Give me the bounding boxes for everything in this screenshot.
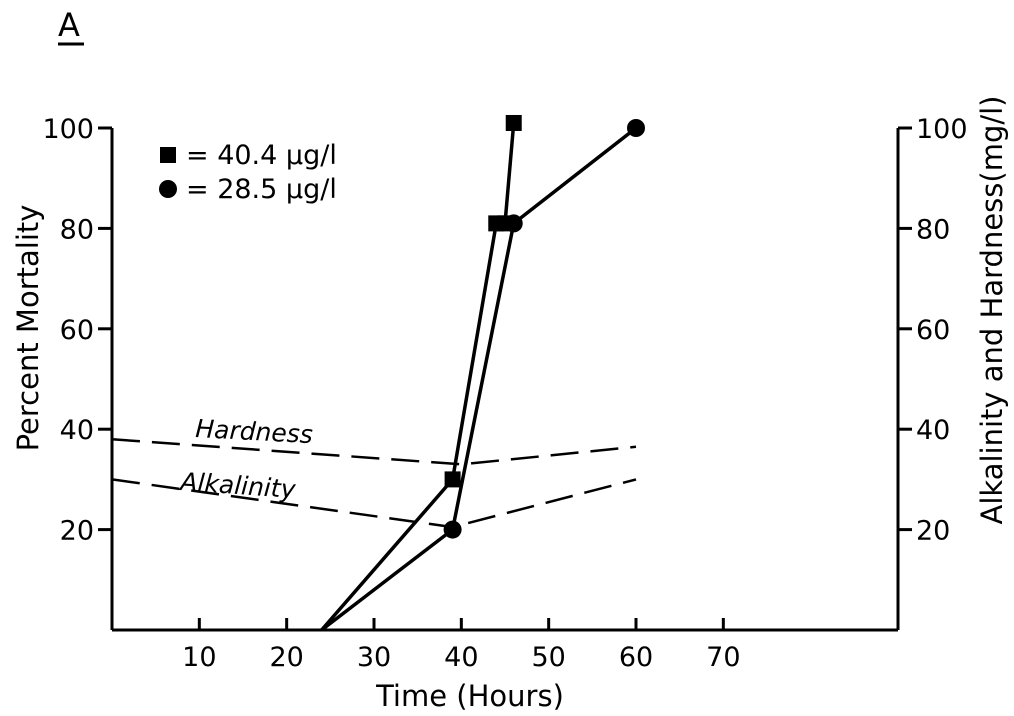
- x-tick-label: 70: [706, 642, 740, 673]
- y2-tick-label: 80: [916, 214, 950, 245]
- circle-marker: [504, 214, 523, 233]
- y2-tick-label: 100: [916, 114, 968, 145]
- y-axis-title: Percent Mortality: [11, 205, 45, 452]
- y2-axis-title: Alkalinity and Hardness(mg/l): [975, 96, 1009, 525]
- x-axis-title: Time (Hours): [375, 679, 564, 713]
- circle-marker: [443, 520, 462, 539]
- y2-tick-label: 20: [916, 516, 950, 547]
- circle-marker: [627, 119, 645, 137]
- x-tick-label: 60: [619, 642, 653, 673]
- y-tick-label: 60: [60, 315, 94, 346]
- annotations: Hardness Alkalinity: [178, 414, 314, 504]
- x-tick-label: 50: [531, 642, 565, 673]
- axes: [110, 128, 900, 632]
- y-tick-label: 40: [60, 415, 94, 446]
- legend: = 40.4 µg/l= 28.5 µg/l: [159, 140, 337, 205]
- data-markers: [443, 114, 645, 539]
- legend-label: = 40.4 µg/l: [186, 140, 337, 171]
- legend-label: = 28.5 µg/l: [186, 174, 337, 205]
- x-tick-label: 40: [444, 642, 478, 673]
- annotation-alkalinity: Alkalinity: [178, 467, 298, 504]
- y-tick-label: 100: [42, 114, 94, 145]
- x-tick-label: 10: [182, 642, 216, 673]
- square-marker: [444, 471, 461, 488]
- square-marker: [505, 114, 522, 131]
- ticks: [98, 126, 912, 630]
- y-tick-label: 20: [60, 516, 94, 547]
- panel-label: A: [58, 6, 80, 44]
- x-tick-label: 20: [269, 642, 303, 673]
- y2-tick-label: 60: [916, 315, 950, 346]
- tick-labels: 10 20 30 40 50 60 70 20 40 60 80 100 20 40 60 80 100: [42, 114, 967, 673]
- x-tick-label: 30: [357, 642, 391, 673]
- annotation-hardness: Hardness: [195, 414, 314, 449]
- y2-tick-label: 40: [916, 415, 950, 446]
- legend-circle-icon: [159, 180, 177, 198]
- y-tick-label: 80: [60, 214, 94, 245]
- series-line-2: [111, 437, 637, 466]
- series-line-1: [320, 126, 638, 632]
- legend-square-icon: [160, 147, 176, 163]
